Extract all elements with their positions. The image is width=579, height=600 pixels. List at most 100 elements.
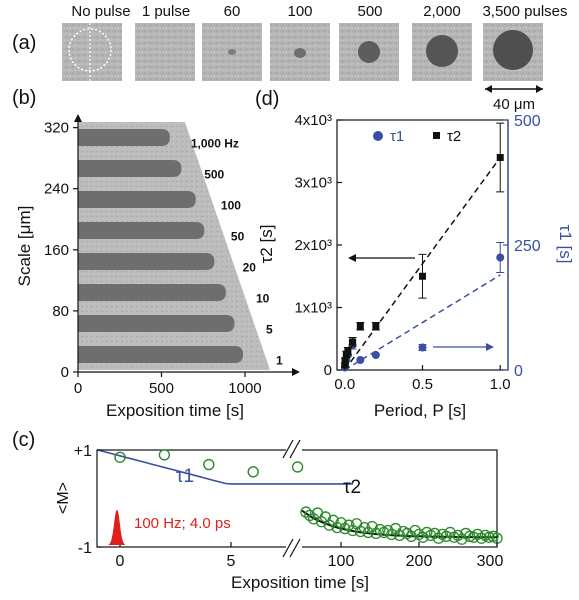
y-tick-label: +1 (74, 443, 92, 460)
legend-tau1-marker (373, 131, 383, 141)
chart-b-ticks: 0 500 1000 0 80 160 240 320 (44, 120, 262, 397)
pulse-label: 100 Hz; 4.0 ps (134, 515, 231, 532)
chart-c-ticks: +1 -1 0 5 100 200 300 (74, 443, 504, 570)
fit-curve-tau2 (301, 509, 497, 539)
x-tick-label: 1.0 (490, 376, 511, 393)
scalebar-arrow-left (485, 85, 492, 93)
x-tick-label: 100 (328, 553, 355, 570)
y-right-tick-label: 500 (514, 113, 541, 130)
data-point (291, 461, 304, 473)
pulse-label: 2,000 (423, 3, 461, 20)
data-point (308, 513, 320, 525)
bars-background (78, 122, 270, 370)
pulse-label: 500 (357, 3, 382, 20)
axis-break-gap (286, 440, 302, 560)
x-tick-label: 300 (477, 553, 504, 570)
y-right-tick-label: 0 (514, 363, 523, 380)
x-tick-label: 0.5 (412, 376, 433, 393)
chart-c-magnetization: +1 -1 0 5 100 200 300 100 Hz; 4.0 ps τ1 τ2 Exp… (55, 439, 504, 592)
pulse-label: 3,500 pulses (482, 3, 567, 20)
chart-d-y-left-label: τ2 [s] (257, 225, 276, 264)
chart-b-x-arrow (292, 368, 300, 376)
y-tick-label: 80 (52, 303, 69, 320)
data-point (354, 525, 367, 538)
domain-spot (294, 48, 306, 58)
bar-label: 10 (256, 292, 270, 306)
tau1-point (371, 351, 380, 359)
x-tick-label: 5 (227, 553, 236, 570)
tau2-point (344, 347, 352, 355)
tau2-point (356, 322, 364, 330)
bar-label: 1,000 Hz (191, 137, 239, 151)
data-point (335, 517, 347, 529)
data-point (203, 458, 215, 471)
y-left-tick-label: 4x10³ (294, 112, 332, 129)
domain-spot (426, 35, 458, 67)
curve-label-tau2: τ2 (343, 477, 361, 498)
data-point (471, 528, 484, 541)
data-point (440, 530, 452, 542)
chart-d-x-label: Period, P [s] (374, 401, 466, 420)
domain-spot (228, 49, 236, 55)
y-left-tick-label: 1x10³ (294, 300, 332, 317)
data-point (432, 532, 445, 544)
x-tick-label: 1000 (228, 380, 261, 397)
fit-curve-tau1 (97, 449, 354, 485)
chart-b-y-label: Scale [μm] (15, 206, 34, 287)
data-point (405, 530, 417, 542)
axis-break-mark (282, 538, 294, 558)
laser-pulse-icon (108, 510, 126, 545)
data-point (452, 529, 464, 542)
tau2-point (419, 272, 426, 280)
bar-label: 1 (276, 354, 283, 368)
data-point (114, 451, 126, 463)
data-point (393, 529, 406, 542)
legend-tau1: τ1 (390, 128, 404, 145)
data-point (370, 527, 382, 540)
scalebar-arrow-right (536, 85, 543, 93)
bar-label: 500 (204, 168, 224, 182)
axis-break-mark (282, 439, 294, 459)
legend-tau2: τ2 (447, 128, 461, 145)
bar (78, 314, 235, 333)
chart-d-points (340, 122, 505, 372)
tau1-point (496, 253, 505, 262)
panel-d-label: (d) (255, 88, 279, 110)
data-point (158, 449, 171, 461)
domain-image (135, 23, 195, 81)
x-tick-label: 500 (149, 380, 174, 397)
data-point (300, 506, 312, 518)
bar (78, 221, 205, 240)
bar (78, 190, 196, 209)
x-tick-label: 0 (74, 380, 82, 397)
legend-tau2-marker (433, 132, 440, 139)
bar-label: 50 (231, 230, 245, 244)
bar (78, 283, 226, 302)
bar (78, 128, 170, 147)
data-point (456, 533, 468, 545)
axis-break-mark (289, 538, 301, 558)
data-point (389, 522, 402, 535)
data-point (409, 524, 421, 537)
y-tick-label: 240 (44, 181, 69, 198)
curve-label-tau1: τ1 (176, 466, 194, 487)
left-axis-arrowhead (348, 254, 356, 262)
data-point (247, 466, 259, 478)
y-tick-label: 160 (44, 242, 69, 259)
chart-b-x-label: Exposition time [s] (106, 401, 244, 420)
domain-image (62, 23, 122, 81)
chart-c-plot (97, 449, 503, 545)
pulse-image-strip: No pulse 1 pulse 60 100 500 2,000 3,500 … (62, 3, 568, 113)
panel-b-label: (b) (12, 87, 36, 109)
pulse-label: 60 (224, 3, 241, 20)
chart-b-bars: 1,000 Hz 500 100 50 20 10 5 1 (78, 122, 283, 370)
pulse-label: No pulse (71, 3, 130, 20)
chart-c-y-label: <M> (55, 482, 72, 514)
scalebar-label: 40 μm (493, 96, 535, 113)
bar (78, 345, 244, 364)
chart-d-y-right-label: τ1 [s] (556, 225, 575, 264)
chart-b-y-arrow (74, 114, 82, 122)
